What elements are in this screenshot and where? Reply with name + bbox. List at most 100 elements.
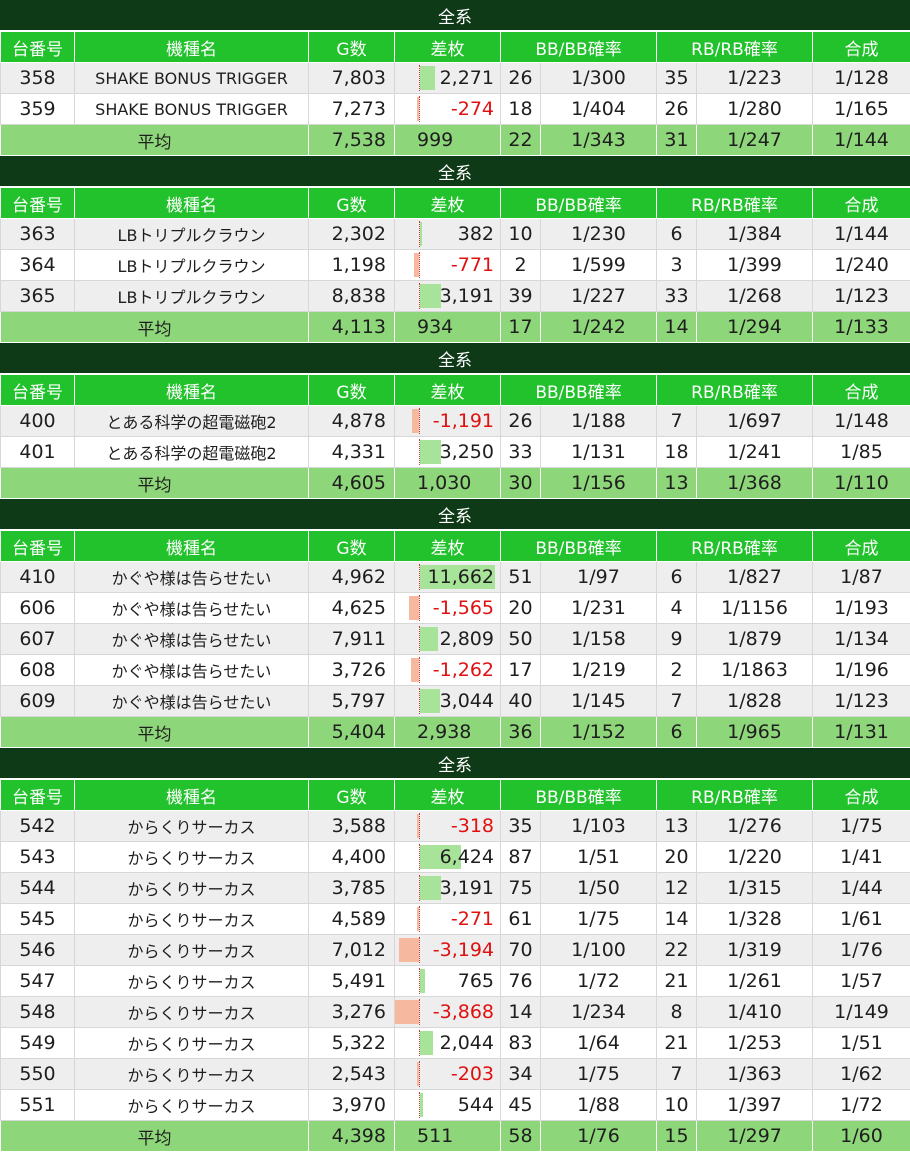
header-bb: BB/BB確率 bbox=[501, 188, 657, 219]
header-machine-no: 台番号 bbox=[1, 32, 75, 63]
machine-name: からくりサーカス bbox=[75, 904, 309, 935]
rb-count: 2 bbox=[657, 655, 697, 686]
machine-name: LBトリプルクラウン bbox=[75, 250, 309, 281]
rb-rate: 1/241 bbox=[697, 437, 813, 468]
negative-bar bbox=[417, 907, 419, 931]
games-count: 4,878 bbox=[309, 406, 395, 437]
total-rate: 1/57 bbox=[813, 966, 910, 997]
positive-bar bbox=[420, 440, 441, 464]
rb-count: 9 bbox=[657, 624, 697, 655]
bb-rate: 1/64 bbox=[541, 1028, 657, 1059]
total-rate: 1/44 bbox=[813, 873, 910, 904]
diff-cell: -1,565 bbox=[395, 593, 501, 624]
diff-cell: -318 bbox=[395, 811, 501, 842]
avg-rb-count: 15 bbox=[657, 1121, 697, 1152]
average-label: 平均 bbox=[1, 312, 309, 343]
header-machine-no: 台番号 bbox=[1, 375, 75, 406]
machine-no: 547 bbox=[1, 966, 75, 997]
games-count: 3,588 bbox=[309, 811, 395, 842]
bb-count: 35 bbox=[501, 811, 541, 842]
bb-count: 87 bbox=[501, 842, 541, 873]
machine-name: からくりサーカス bbox=[75, 966, 309, 997]
machine-no: 546 bbox=[1, 935, 75, 966]
rb-count: 8 bbox=[657, 997, 697, 1028]
bb-count: 76 bbox=[501, 966, 541, 997]
header-diff: 差枚 bbox=[395, 531, 501, 562]
average-label: 平均 bbox=[1, 125, 309, 156]
bb-rate: 1/100 bbox=[541, 935, 657, 966]
bb-rate: 1/158 bbox=[541, 624, 657, 655]
diff-cell: 382 bbox=[395, 219, 501, 250]
bb-rate: 1/75 bbox=[541, 1059, 657, 1090]
header-total: 合成 bbox=[813, 188, 910, 219]
rb-rate: 1/827 bbox=[697, 562, 813, 593]
bb-count: 51 bbox=[501, 562, 541, 593]
negative-bar bbox=[399, 938, 419, 962]
rb-count: 10 bbox=[657, 1090, 697, 1121]
rb-count: 21 bbox=[657, 966, 697, 997]
avg-diff: 934 bbox=[395, 312, 501, 343]
avg-rb-rate: 1/297 bbox=[697, 1121, 813, 1152]
games-count: 5,797 bbox=[309, 686, 395, 717]
avg-games: 4,113 bbox=[309, 312, 395, 343]
total-rate: 1/149 bbox=[813, 997, 910, 1028]
positive-bar bbox=[420, 689, 440, 713]
bb-count: 61 bbox=[501, 904, 541, 935]
bb-rate: 1/231 bbox=[541, 593, 657, 624]
avg-rb-count: 14 bbox=[657, 312, 697, 343]
zero-line bbox=[419, 595, 420, 621]
machine-name: からくりサーカス bbox=[75, 1028, 309, 1059]
average-label: 平均 bbox=[1, 1121, 309, 1152]
bb-rate: 1/300 bbox=[541, 63, 657, 94]
bb-count: 17 bbox=[501, 655, 541, 686]
total-rate: 1/240 bbox=[813, 250, 910, 281]
diff-value: -203 bbox=[451, 1063, 494, 1085]
machine-no: 551 bbox=[1, 1090, 75, 1121]
header-rb: RB/RB確率 bbox=[657, 375, 813, 406]
rb-count: 21 bbox=[657, 1028, 697, 1059]
games-count: 5,491 bbox=[309, 966, 395, 997]
machine-name: からくりサーカス bbox=[75, 842, 309, 873]
diff-cell: -771 bbox=[395, 250, 501, 281]
rb-rate: 1/828 bbox=[697, 686, 813, 717]
diff-cell: 3,191 bbox=[395, 873, 501, 904]
diff-cell: -274 bbox=[395, 94, 501, 125]
machine-no: 607 bbox=[1, 624, 75, 655]
bb-rate: 1/404 bbox=[541, 94, 657, 125]
positive-bar bbox=[420, 284, 441, 308]
bb-rate: 1/88 bbox=[541, 1090, 657, 1121]
zero-line bbox=[419, 252, 420, 278]
rb-count: 7 bbox=[657, 406, 697, 437]
bb-rate: 1/50 bbox=[541, 873, 657, 904]
average-label: 平均 bbox=[1, 468, 309, 499]
bb-count: 34 bbox=[501, 1059, 541, 1090]
rb-rate: 1/1156 bbox=[697, 593, 813, 624]
positive-bar bbox=[420, 969, 425, 993]
total-rate: 1/193 bbox=[813, 593, 910, 624]
machine-no: 549 bbox=[1, 1028, 75, 1059]
header-total: 合成 bbox=[813, 375, 910, 406]
avg-bb-count: 22 bbox=[501, 125, 541, 156]
machine-no: 608 bbox=[1, 655, 75, 686]
games-count: 4,589 bbox=[309, 904, 395, 935]
games-count: 3,726 bbox=[309, 655, 395, 686]
games-count: 1,198 bbox=[309, 250, 395, 281]
diff-cell: 765 bbox=[395, 966, 501, 997]
rb-count: 3 bbox=[657, 250, 697, 281]
diff-value: -274 bbox=[451, 98, 494, 120]
header-rb: RB/RB確率 bbox=[657, 188, 813, 219]
negative-bar bbox=[414, 253, 419, 277]
machine-no: 544 bbox=[1, 873, 75, 904]
bb-count: 10 bbox=[501, 219, 541, 250]
avg-bb-count: 58 bbox=[501, 1121, 541, 1152]
bb-count: 75 bbox=[501, 873, 541, 904]
